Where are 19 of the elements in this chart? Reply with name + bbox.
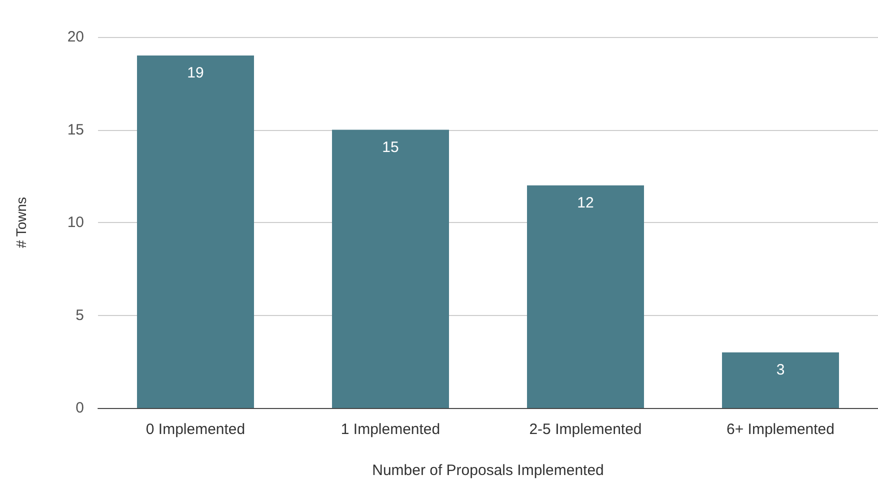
y-tick-label: 10 <box>67 214 84 231</box>
data-label: 3 <box>776 361 785 378</box>
bar <box>332 130 449 408</box>
y-tick-label: 5 <box>76 306 84 324</box>
data-label: 15 <box>382 138 399 156</box>
bar <box>137 56 254 408</box>
x-axis-title: Number of Proposals Implemented <box>372 462 604 479</box>
data-label: 19 <box>187 64 204 82</box>
y-tick-label: 15 <box>67 121 84 138</box>
bar <box>527 185 644 408</box>
bar <box>722 352 839 408</box>
x-tick-label: 6+ Implemented <box>726 421 834 438</box>
data-label: 12 <box>577 194 594 212</box>
x-tick-label: 1 Implemented <box>340 421 440 438</box>
y-tick-label: 20 <box>67 28 84 46</box>
x-tick-label: 2-5 Implemented <box>529 421 642 438</box>
y-tick-label: 0 <box>76 400 84 416</box>
x-tick-label: 0 Implemented <box>146 421 246 438</box>
y-axis-title: # Towns <box>13 196 29 248</box>
